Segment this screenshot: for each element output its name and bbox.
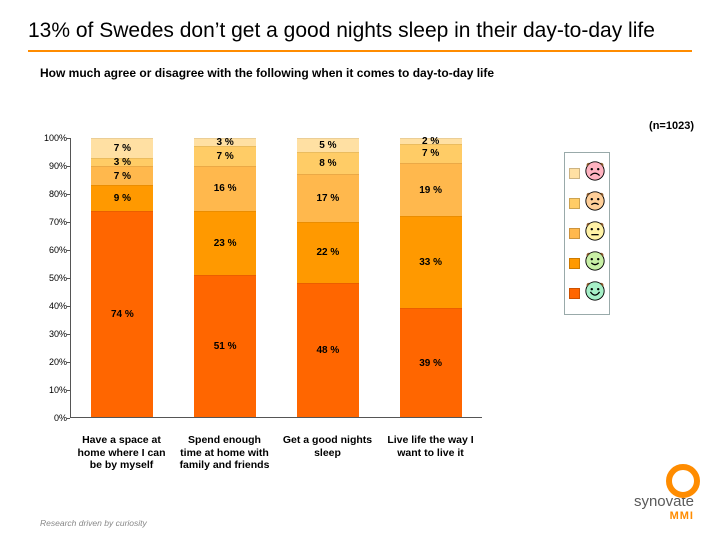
y-tick [67,334,70,335]
bar-segment-neutral: 19 % [400,163,462,216]
bar-segment-disagree: 7 % [194,146,256,166]
bar-slot: 39 %33 %19 %7 %2 % [379,138,482,417]
bar-segment-disagree: 8 % [297,152,359,174]
y-axis-label: 80% [41,189,67,199]
y-axis-label: 100% [41,133,67,143]
bar-segment-strongly_agree: 39 % [400,308,462,417]
bar-slot: 48 %22 %17 %8 %5 % [277,138,380,417]
happy-face-icon [584,250,606,277]
y-axis-label: 10% [41,385,67,395]
sample-size-note: (n=1023) [649,120,694,132]
y-axis-label: 90% [41,161,67,171]
legend-swatch [569,288,580,299]
bar-slot: 51 %23 %16 %7 %3 % [174,138,277,417]
y-tick [67,222,70,223]
bar-segment-strongly_agree: 51 % [194,275,256,417]
tagline: Research driven by curiosity [40,518,147,528]
bar-segment-strongly_agree: 74 % [91,211,153,417]
bar-segment-agree: 33 % [400,216,462,308]
very_sad-face-icon [584,160,606,187]
bar-segment-neutral: 17 % [297,174,359,221]
bar-segment-strongly_disagree: 7 % [91,138,153,158]
sad-face-icon [584,190,606,217]
y-axis-label: 30% [41,329,67,339]
title-rule [28,50,692,52]
slide-title: 13% of Swedes don’t get a good nights sl… [28,18,692,44]
bar-segment-agree: 23 % [194,211,256,275]
bar-segment-agree: 22 % [297,222,359,283]
legend-swatch [569,168,580,179]
legend-row-very_happy [569,280,605,307]
bar-segment-neutral: 16 % [194,166,256,211]
bar-segment-disagree: 3 % [91,158,153,166]
y-axis-label: 60% [41,245,67,255]
legend-swatch [569,228,580,239]
stacked-bar-chart: 74 %9 %7 %3 %7 %51 %23 %16 %7 %3 %48 %22… [42,138,482,418]
legend-row-sad [569,190,605,217]
x-axis-label: Get a good nights sleep [276,434,379,472]
y-axis-label: 20% [41,357,67,367]
y-axis-label: 0% [41,413,67,423]
bar-slot: 74 %9 %7 %3 %7 % [71,138,174,417]
bar-segment-strongly_agree: 48 % [297,283,359,417]
neutral-face-icon [584,220,606,247]
legend [564,152,610,315]
x-axis-label: Live life the way I want to live it [379,434,482,472]
brand-logo: synovate MMI [634,460,694,522]
y-tick [67,418,70,419]
y-tick [67,306,70,307]
y-axis-label: 40% [41,301,67,311]
bars-container: 74 %9 %7 %3 %7 %51 %23 %16 %7 %3 %48 %22… [71,138,482,417]
y-tick [67,166,70,167]
y-tick [67,362,70,363]
x-axis-label: Have a space at home where I can be by m… [70,434,173,472]
y-axis-label: 70% [41,217,67,227]
logo-subtext: MMI [634,510,694,522]
legend-swatch [569,198,580,209]
bar-segment-disagree: 7 % [400,144,462,164]
y-axis-label: 50% [41,273,67,283]
y-tick [67,278,70,279]
bar-segment-agree: 9 % [91,185,153,210]
legend-row-neutral [569,220,605,247]
bar-segment-strongly_disagree: 5 % [297,138,359,152]
stacked-bar: 51 %23 %16 %7 %3 % [194,138,256,417]
legend-swatch [569,258,580,269]
plot-area: 74 %9 %7 %3 %7 %51 %23 %16 %7 %3 %48 %22… [70,138,482,418]
bar-segment-neutral: 7 % [91,166,153,186]
y-tick [67,138,70,139]
x-axis-label: Spend enough time at home with family an… [173,434,276,472]
stacked-bar: 74 %9 %7 %3 %7 % [91,138,153,417]
x-axis-labels: Have a space at home where I can be by m… [70,434,482,472]
logo-ring-icon [666,464,700,498]
legend-row-happy [569,250,605,277]
very_happy-face-icon [584,280,606,307]
y-tick [67,390,70,391]
bar-segment-strongly_disagree: 3 % [194,138,256,146]
stacked-bar: 39 %33 %19 %7 %2 % [400,138,462,417]
stacked-bar: 48 %22 %17 %8 %5 % [297,138,359,417]
y-tick [67,194,70,195]
legend-row-very_sad [569,160,605,187]
chart-subtitle: How much agree or disagree with the foll… [40,66,692,80]
y-tick [67,250,70,251]
